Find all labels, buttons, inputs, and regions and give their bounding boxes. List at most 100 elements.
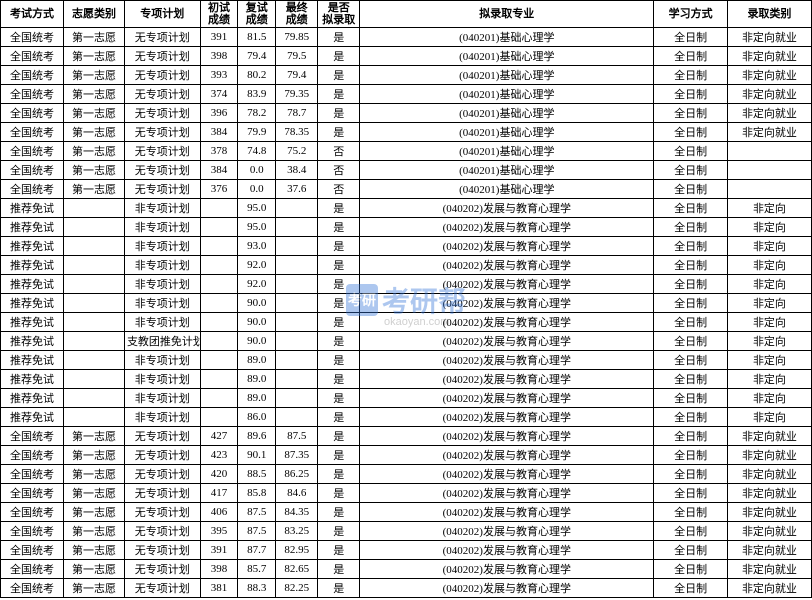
cell-26-0: 全国统考 xyxy=(1,522,64,541)
cell-21-8: 全日制 xyxy=(654,427,728,446)
cell-13-5 xyxy=(276,275,318,294)
cell-19-6: 是 xyxy=(318,389,360,408)
col-header-9: 录取类别 xyxy=(727,1,811,28)
cell-19-7: (040202)发展与教育心理学 xyxy=(360,389,654,408)
cell-5-0: 全国统考 xyxy=(1,123,64,142)
cell-15-8: 全日制 xyxy=(654,313,728,332)
cell-14-6: 是 xyxy=(318,294,360,313)
cell-15-0: 推荐免试 xyxy=(1,313,64,332)
cell-21-7: (040202)发展与教育心理学 xyxy=(360,427,654,446)
cell-15-1 xyxy=(64,313,125,332)
cell-16-4: 90.0 xyxy=(238,332,276,351)
col-header-2: 专项计划 xyxy=(124,1,200,28)
cell-10-8: 全日制 xyxy=(654,218,728,237)
cell-1-5: 79.5 xyxy=(276,47,318,66)
cell-2-4: 80.2 xyxy=(238,66,276,85)
cell-6-8: 全日制 xyxy=(654,142,728,161)
cell-24-2: 无专项计划 xyxy=(124,484,200,503)
cell-14-4: 90.0 xyxy=(238,294,276,313)
cell-3-6: 是 xyxy=(318,85,360,104)
cell-16-1 xyxy=(64,332,125,351)
cell-6-3: 378 xyxy=(200,142,238,161)
cell-13-2: 非专项计划 xyxy=(124,275,200,294)
cell-21-4: 89.6 xyxy=(238,427,276,446)
cell-27-2: 无专项计划 xyxy=(124,541,200,560)
cell-4-4: 78.2 xyxy=(238,104,276,123)
cell-9-6: 是 xyxy=(318,199,360,218)
cell-17-7: (040202)发展与教育心理学 xyxy=(360,351,654,370)
cell-12-8: 全日制 xyxy=(654,256,728,275)
cell-29-8: 全日制 xyxy=(654,579,728,598)
cell-20-7: (040202)发展与教育心理学 xyxy=(360,408,654,427)
cell-25-6: 是 xyxy=(318,503,360,522)
cell-4-2: 无专项计划 xyxy=(124,104,200,123)
cell-17-5 xyxy=(276,351,318,370)
cell-5-3: 384 xyxy=(200,123,238,142)
cell-29-7: (040202)发展与教育心理学 xyxy=(360,579,654,598)
cell-15-7: (040202)发展与教育心理学 xyxy=(360,313,654,332)
cell-9-4: 95.0 xyxy=(238,199,276,218)
cell-6-5: 75.2 xyxy=(276,142,318,161)
cell-28-9: 非定向就业 xyxy=(727,560,811,579)
cell-8-2: 无专项计划 xyxy=(124,180,200,199)
cell-11-5 xyxy=(276,237,318,256)
cell-1-8: 全日制 xyxy=(654,47,728,66)
cell-7-7: (040201)基础心理学 xyxy=(360,161,654,180)
cell-8-5: 37.6 xyxy=(276,180,318,199)
cell-16-9: 非定向 xyxy=(727,332,811,351)
cell-3-5: 79.35 xyxy=(276,85,318,104)
cell-13-7: (040202)发展与教育心理学 xyxy=(360,275,654,294)
cell-6-1: 第一志愿 xyxy=(64,142,125,161)
cell-11-6: 是 xyxy=(318,237,360,256)
cell-8-3: 376 xyxy=(200,180,238,199)
cell-14-9: 非定向 xyxy=(727,294,811,313)
cell-9-3 xyxy=(200,199,238,218)
table-row: 全国统考第一志愿无专项计划39181.579.85是(040201)基础心理学全… xyxy=(1,28,812,47)
cell-7-0: 全国统考 xyxy=(1,161,64,180)
cell-24-0: 全国统考 xyxy=(1,484,64,503)
cell-2-3: 393 xyxy=(200,66,238,85)
cell-16-8: 全日制 xyxy=(654,332,728,351)
cell-1-1: 第一志愿 xyxy=(64,47,125,66)
admission-table: 考试方式志愿类别专项计划初试成绩复试成绩最终成绩是否拟录取拟录取专业学习方式录取… xyxy=(0,0,812,598)
cell-6-0: 全国统考 xyxy=(1,142,64,161)
cell-23-0: 全国统考 xyxy=(1,465,64,484)
table-row: 推荐免试非专项计划90.0是(040202)发展与教育心理学全日制非定向 xyxy=(1,313,812,332)
table-row: 全国统考第一志愿无专项计划3760.037.6否(040201)基础心理学全日制 xyxy=(1,180,812,199)
table-row: 推荐免试非专项计划92.0是(040202)发展与教育心理学全日制非定向 xyxy=(1,275,812,294)
cell-18-9: 非定向 xyxy=(727,370,811,389)
cell-17-6: 是 xyxy=(318,351,360,370)
cell-4-3: 396 xyxy=(200,104,238,123)
cell-4-6: 是 xyxy=(318,104,360,123)
cell-26-9: 非定向就业 xyxy=(727,522,811,541)
cell-28-3: 398 xyxy=(200,560,238,579)
cell-20-6: 是 xyxy=(318,408,360,427)
cell-1-3: 398 xyxy=(200,47,238,66)
cell-17-1 xyxy=(64,351,125,370)
cell-16-2: 支教团推免计划 xyxy=(124,332,200,351)
cell-5-6: 是 xyxy=(318,123,360,142)
cell-25-2: 无专项计划 xyxy=(124,503,200,522)
cell-1-4: 79.4 xyxy=(238,47,276,66)
cell-29-2: 无专项计划 xyxy=(124,579,200,598)
cell-0-8: 全日制 xyxy=(654,28,728,47)
cell-21-3: 427 xyxy=(200,427,238,446)
table-row: 全国统考第一志愿无专项计划42789.687.5是(040202)发展与教育心理… xyxy=(1,427,812,446)
cell-10-5 xyxy=(276,218,318,237)
cell-3-1: 第一志愿 xyxy=(64,85,125,104)
cell-26-8: 全日制 xyxy=(654,522,728,541)
table-row: 全国统考第一志愿无专项计划42088.586.25是(040202)发展与教育心… xyxy=(1,465,812,484)
cell-19-3 xyxy=(200,389,238,408)
cell-18-0: 推荐免试 xyxy=(1,370,64,389)
cell-11-4: 93.0 xyxy=(238,237,276,256)
cell-15-9: 非定向 xyxy=(727,313,811,332)
cell-25-7: (040202)发展与教育心理学 xyxy=(360,503,654,522)
cell-11-1 xyxy=(64,237,125,256)
cell-12-3 xyxy=(200,256,238,275)
cell-29-4: 88.3 xyxy=(238,579,276,598)
col-header-6: 是否拟录取 xyxy=(318,1,360,28)
cell-2-9: 非定向就业 xyxy=(727,66,811,85)
cell-27-6: 是 xyxy=(318,541,360,560)
cell-8-8: 全日制 xyxy=(654,180,728,199)
cell-25-9: 非定向就业 xyxy=(727,503,811,522)
